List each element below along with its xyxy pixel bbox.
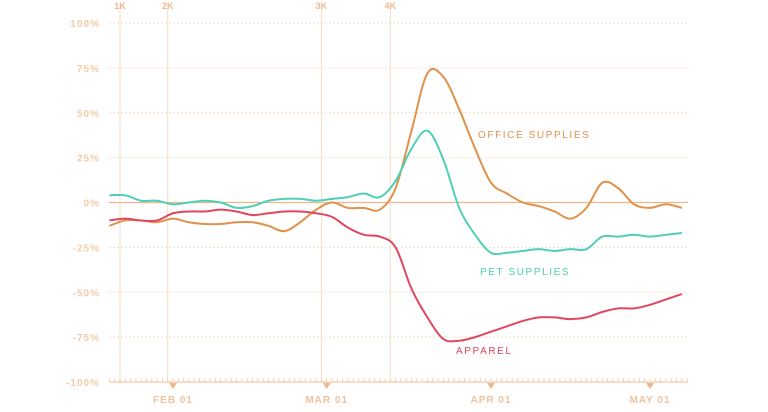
grid xyxy=(109,22,688,338)
marker-label: 4K xyxy=(385,1,397,11)
y-tick-label: -50% xyxy=(73,288,100,299)
y-tick-label: 75% xyxy=(77,64,100,75)
x-tick-marker xyxy=(169,383,177,389)
x-tick-label: MAR 01 xyxy=(305,395,348,406)
y-tick-label: 0% xyxy=(84,199,100,210)
series-line-apparel xyxy=(109,208,683,343)
marker-label: 1K xyxy=(114,1,126,11)
y-axis: 100% 75% 50% 25% 0% -25% -50% -75% -100% xyxy=(66,19,100,389)
x-tick-marker xyxy=(322,383,331,389)
series-label-pet-supplies: PET SUPPLIES xyxy=(480,267,570,278)
y-tick-label: 50% xyxy=(77,109,100,120)
x-tick-marker xyxy=(646,383,654,389)
y-tick-label: -25% xyxy=(73,243,100,254)
marker-label: 3K xyxy=(316,1,328,11)
x-tick-label: APR 01 xyxy=(470,395,511,406)
series-line-pet-supplies xyxy=(109,129,682,256)
series-label-office-supplies: OFFICE SUPPLIES xyxy=(478,130,590,141)
y-tick-label: -100% xyxy=(66,378,100,389)
y-tick-label: 25% xyxy=(77,154,100,165)
series-label-apparel: APPAREL xyxy=(456,346,513,357)
threshold-markers: 1K 2K 3K 4K xyxy=(114,1,397,382)
series-lines xyxy=(109,67,683,343)
series-line-office-supplies xyxy=(109,67,683,233)
y-tick-label: -75% xyxy=(73,333,100,344)
x-axis: FEB 01 MAR 01 APR 01 MAY 01 xyxy=(109,378,688,406)
x-tick-label: FEB 01 xyxy=(153,395,193,406)
marker-label: 2K xyxy=(162,1,174,11)
x-tick-marker xyxy=(487,383,495,389)
x-tick-label: MAY 01 xyxy=(629,395,670,406)
y-tick-label: 100% xyxy=(70,19,100,30)
